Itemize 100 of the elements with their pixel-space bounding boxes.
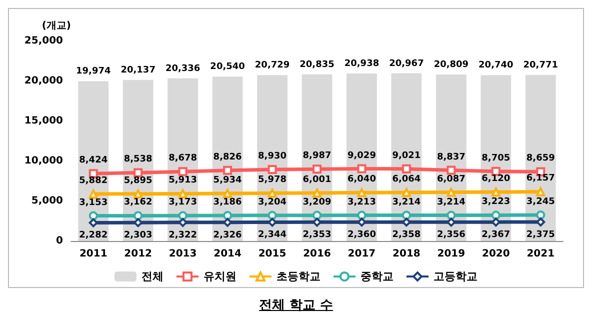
data-label: 2,358 xyxy=(392,230,421,240)
data-label: 8,678 xyxy=(168,154,198,164)
data-label: 20,938 xyxy=(344,58,380,69)
data-label: 19,974 xyxy=(76,66,111,77)
data-label: 3,153 xyxy=(79,198,108,208)
data-label: 2,356 xyxy=(436,230,466,240)
data-label: 2,360 xyxy=(347,230,376,240)
point xyxy=(312,218,322,227)
data-label: 3,214 xyxy=(436,197,466,208)
point xyxy=(268,165,277,174)
data-label: 3,213 xyxy=(347,197,376,208)
data-label: 5,882 xyxy=(79,176,108,186)
x-tick-label: 2014 xyxy=(214,248,242,260)
x-tick-label: 2016 xyxy=(303,248,331,260)
data-label: 5,895 xyxy=(124,176,152,186)
data-label: 2,322 xyxy=(168,230,198,240)
legend-label: 전체 xyxy=(142,270,164,283)
y-tick-label: 25,000 xyxy=(24,36,64,46)
data-label: 3,162 xyxy=(124,198,152,208)
text: 전체 학교 수 xyxy=(258,297,334,314)
x-tick-label: 2021 xyxy=(526,248,555,260)
point xyxy=(178,211,188,220)
x-tick-label: 2012 xyxy=(124,248,152,260)
point xyxy=(268,188,277,198)
point xyxy=(312,188,322,198)
data-label: 20,740 xyxy=(478,60,514,71)
x-tick-label: 2011 xyxy=(79,248,108,260)
data-label: 20,336 xyxy=(165,64,200,74)
data-label: 2,367 xyxy=(482,230,510,240)
legend-label: 초등학교 xyxy=(276,270,320,283)
data-label: 20,809 xyxy=(434,60,469,70)
point xyxy=(357,210,366,220)
legend-label: 유치원 xyxy=(204,270,236,283)
point xyxy=(402,210,411,220)
x-tick-label: 2018 xyxy=(392,248,420,260)
x-tick-label: 2019 xyxy=(437,248,466,260)
y-tick-label: 5,000 xyxy=(31,196,64,206)
point xyxy=(402,188,411,197)
point xyxy=(223,166,232,175)
data-label: 8,930 xyxy=(258,152,287,162)
y-tick-label: 0 xyxy=(56,236,64,246)
point xyxy=(491,210,500,220)
point xyxy=(446,210,456,220)
point xyxy=(536,218,546,226)
point xyxy=(312,210,322,220)
point xyxy=(223,211,232,220)
data-label: 3,214 xyxy=(392,197,421,208)
point xyxy=(446,166,456,175)
data-label: 6,087 xyxy=(436,174,466,184)
point xyxy=(446,218,456,227)
data-label: 3,204 xyxy=(258,197,287,208)
data-label: 6,120 xyxy=(482,174,510,184)
data-label: 5,913 xyxy=(168,176,198,186)
data-label: 20,137 xyxy=(120,65,156,76)
data-label: 3,173 xyxy=(168,198,198,208)
data-label: 20,771 xyxy=(523,60,558,70)
point xyxy=(536,210,546,220)
y-tick-label: 10,000 xyxy=(24,156,64,166)
data-label: 3,186 xyxy=(213,198,242,208)
data-label: 9,029 xyxy=(347,150,376,161)
data-label: 3,209 xyxy=(302,197,332,208)
point xyxy=(357,164,366,174)
data-label: 8,538 xyxy=(124,154,152,165)
data-label: 6,001 xyxy=(302,174,332,185)
point xyxy=(88,189,98,198)
point xyxy=(268,210,277,220)
data-label: 20,540 xyxy=(210,62,245,72)
point xyxy=(312,164,322,174)
data-label: 8,826 xyxy=(213,152,242,162)
data-label: 9,021 xyxy=(392,150,421,161)
data-label: 2,375 xyxy=(526,230,555,240)
data-label: 5,978 xyxy=(258,175,287,186)
point xyxy=(357,218,366,227)
x-tick-label: 2020 xyxy=(482,248,510,260)
x-tick-label: 2013 xyxy=(168,248,197,260)
data-label: 8,837 xyxy=(436,152,466,162)
data-label: 3,223 xyxy=(482,197,510,208)
point xyxy=(536,187,546,196)
data-label: 6,040 xyxy=(347,174,376,185)
data-label: 20,967 xyxy=(389,58,424,69)
data-label: 2,326 xyxy=(213,230,242,240)
y-tick-label: 20,000 xyxy=(24,76,64,86)
data-label: 20,729 xyxy=(254,60,290,71)
data-label: 3,245 xyxy=(526,197,555,208)
data-label: 8,424 xyxy=(79,156,108,166)
data-label: 6,064 xyxy=(392,174,421,184)
data-label: 8,659 xyxy=(526,154,555,164)
x-tick-label: 2017 xyxy=(348,248,376,260)
point xyxy=(134,211,143,220)
data-label: 2,303 xyxy=(124,230,152,241)
legend-label: 고등학교 xyxy=(434,270,478,283)
y-tick-label: 15,000 xyxy=(24,116,64,126)
data-label: 2,344 xyxy=(258,230,287,240)
data-label: 2,353 xyxy=(302,230,332,240)
data-label: 8,987 xyxy=(302,151,332,162)
point xyxy=(357,188,366,198)
y-axis-title: (개교) xyxy=(42,20,71,32)
point xyxy=(88,211,98,220)
point xyxy=(446,188,456,197)
data-label: 6,157 xyxy=(526,174,555,184)
